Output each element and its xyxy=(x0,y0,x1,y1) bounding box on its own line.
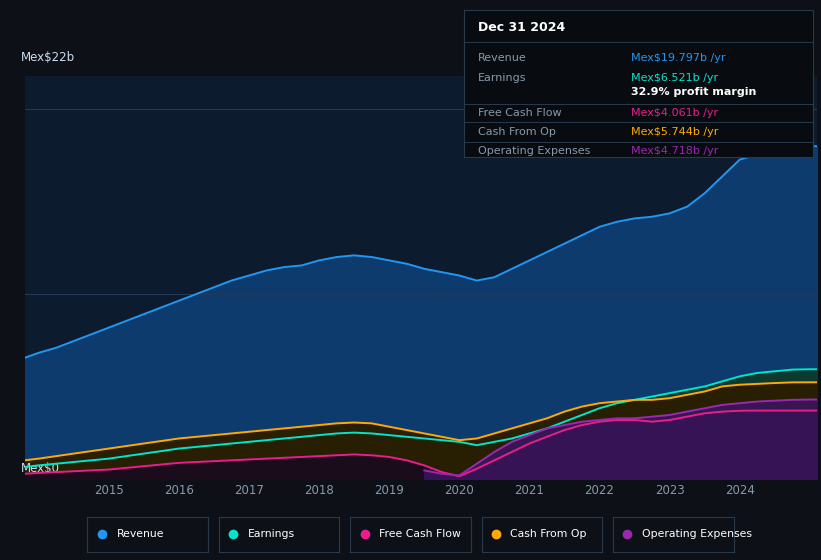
Text: Mex$4.061b /yr: Mex$4.061b /yr xyxy=(631,108,718,118)
Text: Earnings: Earnings xyxy=(478,73,526,82)
Text: Mex$6.521b /yr: Mex$6.521b /yr xyxy=(631,73,718,82)
Text: Free Cash Flow: Free Cash Flow xyxy=(478,108,562,118)
Text: Free Cash Flow: Free Cash Flow xyxy=(379,529,461,539)
Text: Cash From Op: Cash From Op xyxy=(511,529,587,539)
Text: Earnings: Earnings xyxy=(248,529,295,539)
Text: Mex$5.744b /yr: Mex$5.744b /yr xyxy=(631,127,718,137)
Text: Mex$22b: Mex$22b xyxy=(21,50,75,63)
Text: Cash From Op: Cash From Op xyxy=(478,127,556,137)
Text: Revenue: Revenue xyxy=(478,54,526,63)
Text: Operating Expenses: Operating Expenses xyxy=(478,146,590,156)
Text: 32.9% profit margin: 32.9% profit margin xyxy=(631,87,757,97)
Text: Mex$19.797b /yr: Mex$19.797b /yr xyxy=(631,54,726,63)
Text: Operating Expenses: Operating Expenses xyxy=(642,529,752,539)
Text: Dec 31 2024: Dec 31 2024 xyxy=(478,21,565,34)
Text: Mex$4.718b /yr: Mex$4.718b /yr xyxy=(631,146,718,156)
Text: Mex$0: Mex$0 xyxy=(21,462,60,475)
Text: Revenue: Revenue xyxy=(117,529,164,539)
